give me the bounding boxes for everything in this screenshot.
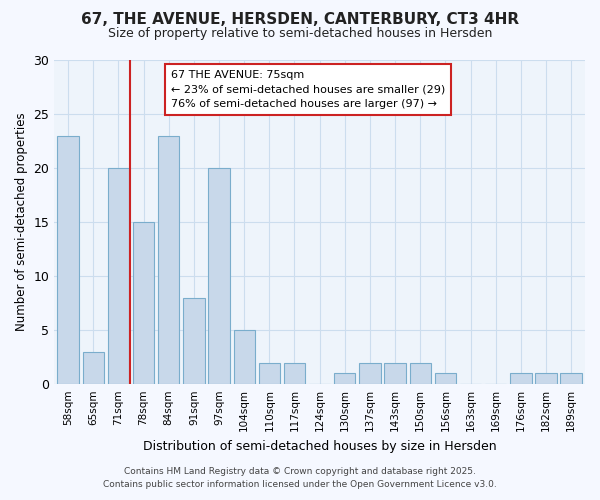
Bar — [233, 330, 255, 384]
Bar — [510, 374, 532, 384]
Bar — [158, 136, 179, 384]
Bar — [560, 374, 582, 384]
X-axis label: Distribution of semi-detached houses by size in Hersden: Distribution of semi-detached houses by … — [143, 440, 496, 452]
Text: Contains HM Land Registry data © Crown copyright and database right 2025.
Contai: Contains HM Land Registry data © Crown c… — [103, 468, 497, 489]
Bar — [435, 374, 456, 384]
Bar — [83, 352, 104, 384]
Bar — [108, 168, 129, 384]
Bar — [284, 362, 305, 384]
Text: 67 THE AVENUE: 75sqm
← 23% of semi-detached houses are smaller (29)
76% of semi-: 67 THE AVENUE: 75sqm ← 23% of semi-detac… — [171, 70, 445, 110]
Bar — [359, 362, 380, 384]
Bar — [133, 222, 154, 384]
Bar — [334, 374, 355, 384]
Bar — [259, 362, 280, 384]
Y-axis label: Number of semi-detached properties: Number of semi-detached properties — [15, 113, 28, 332]
Bar — [208, 168, 230, 384]
Bar — [58, 136, 79, 384]
Text: Size of property relative to semi-detached houses in Hersden: Size of property relative to semi-detach… — [108, 28, 492, 40]
Bar — [535, 374, 557, 384]
Bar — [410, 362, 431, 384]
Bar — [183, 298, 205, 384]
Text: 67, THE AVENUE, HERSDEN, CANTERBURY, CT3 4HR: 67, THE AVENUE, HERSDEN, CANTERBURY, CT3… — [81, 12, 519, 28]
Bar — [385, 362, 406, 384]
